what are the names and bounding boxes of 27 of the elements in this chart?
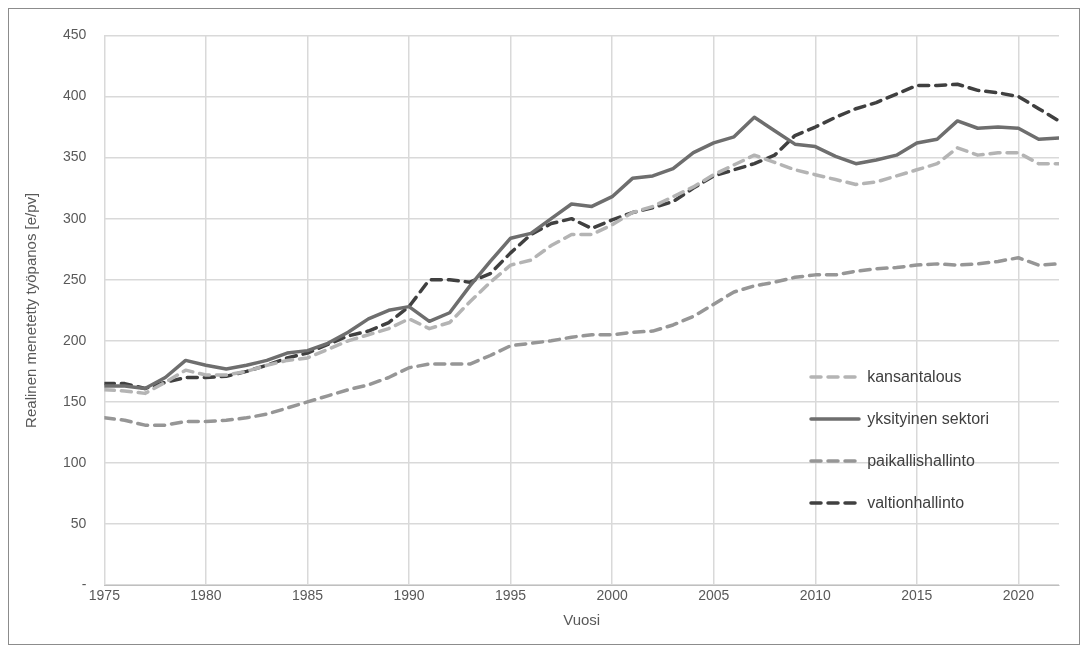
x-tick-label: 2010 xyxy=(799,587,832,604)
y-tick-label: 300 xyxy=(63,209,87,226)
y-tick-label: 350 xyxy=(63,148,87,165)
legend-label: yksityinen sektori xyxy=(867,410,989,428)
y-tick-label: - xyxy=(81,576,87,593)
x-axis-title: Vuosi xyxy=(563,611,601,629)
y-tick-label: 450 xyxy=(63,26,87,43)
x-tick-label: 2020 xyxy=(1002,587,1035,604)
line-series xyxy=(104,256,1059,427)
y-tick-label: 100 xyxy=(63,453,87,470)
y-tick-label: 250 xyxy=(63,270,87,287)
legend-label: valtionhallinto xyxy=(867,494,965,512)
y-tick-label: 50 xyxy=(70,514,87,531)
x-tick-label: 2005 xyxy=(698,587,730,604)
y-tick-label: 150 xyxy=(63,392,87,409)
x-tick-label: 1990 xyxy=(393,587,425,604)
y-tick-label: 200 xyxy=(63,331,87,348)
legend-label: kansantalous xyxy=(867,368,962,386)
x-tick-label: 2000 xyxy=(596,587,628,604)
x-tick-label: 1985 xyxy=(291,587,324,604)
x-tick-label: 2015 xyxy=(901,587,933,604)
y-tick-label: 400 xyxy=(63,87,87,104)
y-axis-title: Realinen menetetty työpanos [e/pv] xyxy=(22,192,40,428)
x-tick-label: 1995 xyxy=(495,587,527,604)
x-tick-label: 1975 xyxy=(88,587,121,604)
x-tick-label: 1980 xyxy=(190,587,222,604)
legend-label: paikallishallinto xyxy=(867,452,975,470)
